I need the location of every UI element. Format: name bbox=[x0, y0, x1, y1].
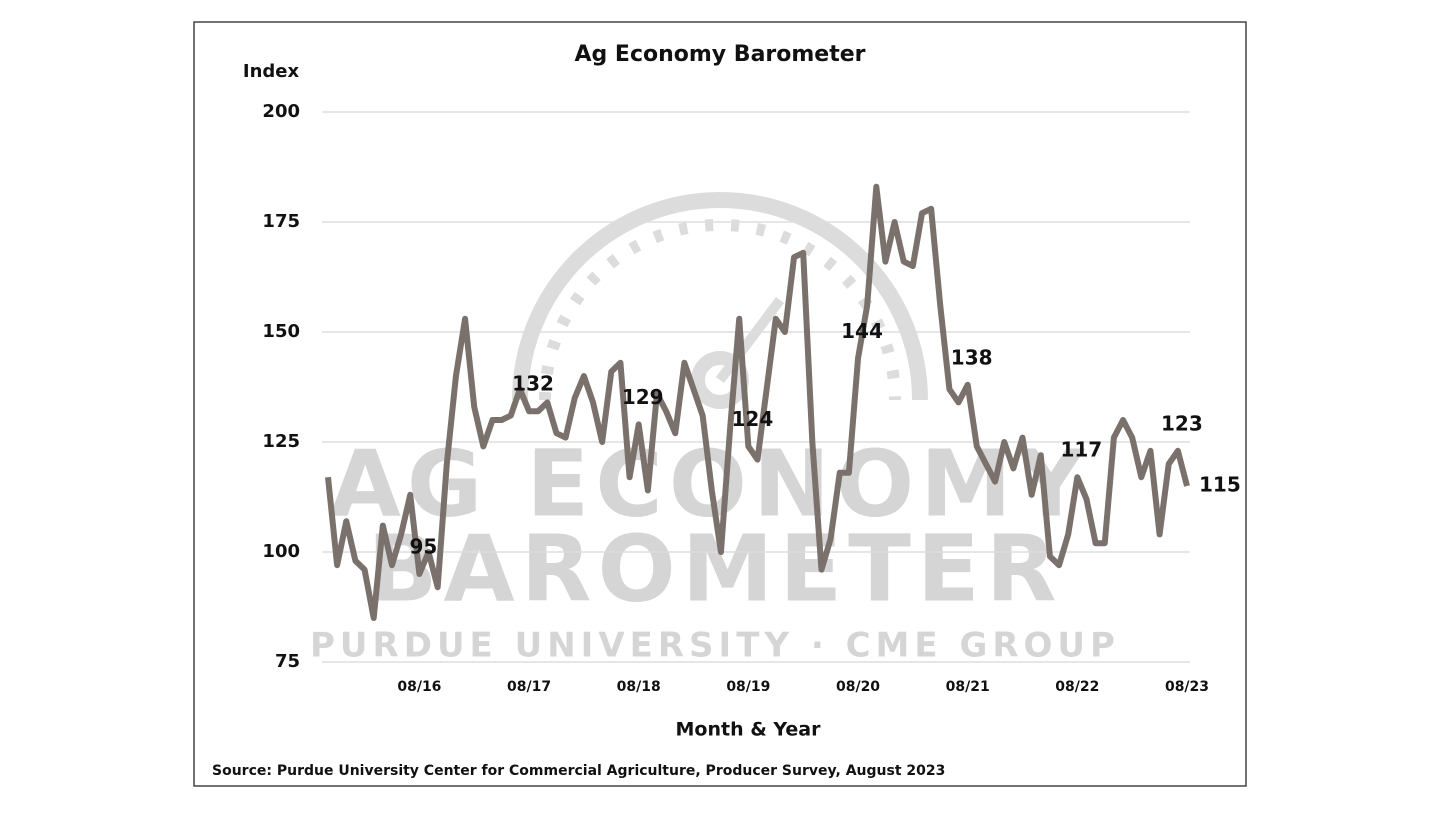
x-tick-label: 08/21 bbox=[946, 679, 990, 695]
x-axis-label: Month & Year bbox=[676, 719, 822, 741]
x-tick-label: 08/23 bbox=[1165, 679, 1209, 695]
data-label: 129 bbox=[622, 385, 664, 409]
gauge-arc bbox=[512, 192, 928, 401]
data-label: 123 bbox=[1161, 411, 1203, 435]
gauge-ticks bbox=[539, 219, 901, 401]
data-label: 124 bbox=[731, 407, 773, 431]
frame bbox=[193, 21, 1247, 787]
data-label: 138 bbox=[951, 345, 993, 369]
y-tick-label: 100 bbox=[262, 541, 300, 562]
y-axis-label: Index bbox=[243, 61, 300, 82]
x-tick-label: 08/19 bbox=[726, 679, 770, 695]
gauge-needle bbox=[716, 297, 784, 383]
x-tick-label: 08/17 bbox=[507, 679, 551, 695]
data-label: 95 bbox=[409, 535, 437, 559]
chart-title: Ag Economy Barometer bbox=[574, 42, 865, 67]
watermark-text: AG ECONOMY BAROMETER PURDUE UNIVERSITY ·… bbox=[310, 430, 1120, 666]
y-tick-label: 75 bbox=[275, 651, 300, 672]
y-tick-label: 175 bbox=[262, 211, 300, 232]
data-label: 115 bbox=[1199, 473, 1241, 497]
x-tick-label: 08/16 bbox=[397, 679, 441, 695]
data-label: 132 bbox=[512, 372, 554, 396]
data-label: 144 bbox=[841, 319, 883, 343]
x-tick-label: 08/22 bbox=[1055, 679, 1099, 695]
y-tick-label: 125 bbox=[262, 431, 300, 452]
watermark-line: PURDUE UNIVERSITY · CME GROUP bbox=[310, 626, 1120, 666]
data-label: 117 bbox=[1060, 438, 1102, 462]
y-tick-label: 200 bbox=[262, 101, 300, 122]
x-tick-label: 08/20 bbox=[836, 679, 880, 695]
y-tick-label: 150 bbox=[262, 321, 300, 342]
source-note: Source: Purdue University Center for Com… bbox=[212, 763, 945, 779]
data-line bbox=[325, 183, 1190, 621]
x-tick-label: 08/18 bbox=[617, 679, 661, 695]
watermark-line: BAROMETER bbox=[367, 515, 1062, 622]
